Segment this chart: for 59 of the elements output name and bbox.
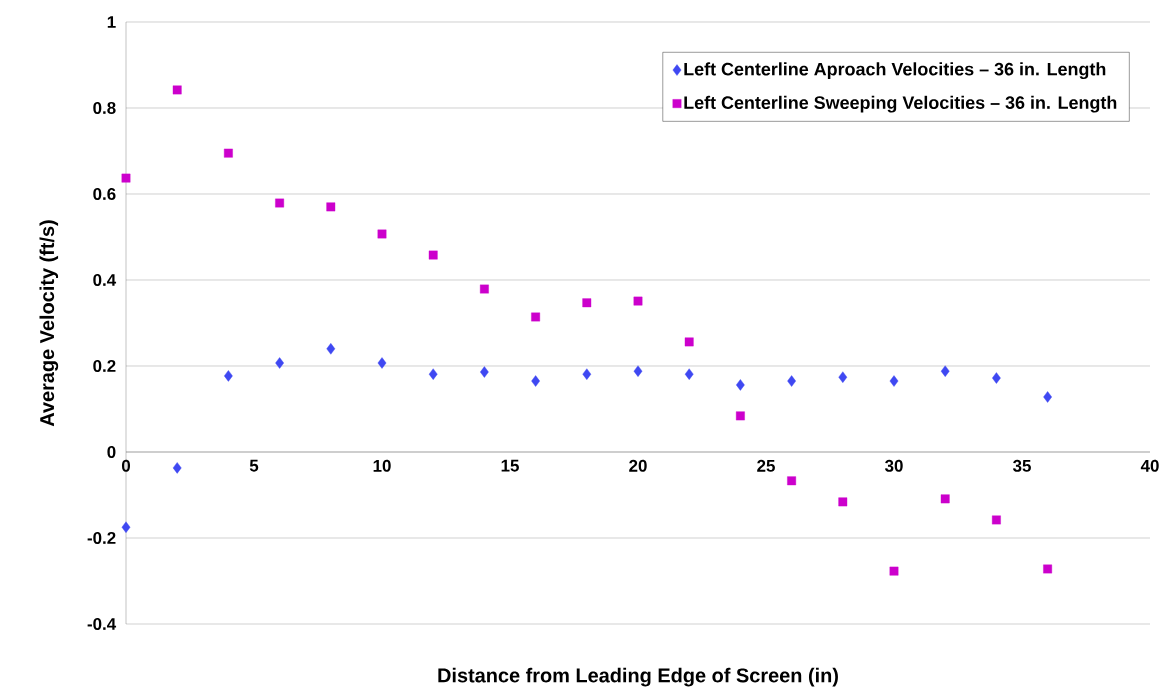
point (121, 521, 131, 533)
x-tick-label: 5 (249, 459, 259, 472)
x-tick-label: 20 (629, 459, 647, 472)
legend-label: Left Centerline Sweeping Velocities – 36 in. Length (684, 95, 1117, 113)
y-tick-label: -0.2 (87, 532, 116, 544)
point (275, 198, 284, 208)
point (480, 366, 489, 378)
point (1043, 391, 1052, 403)
point (838, 497, 848, 507)
x-tick-label: 25 (757, 459, 775, 472)
y-tick-label: 0.6 (93, 188, 116, 200)
x-tick-label: 15 (501, 459, 519, 472)
y-tick-label: 0 (107, 446, 116, 458)
point (428, 250, 438, 260)
x-tick-label: 10 (373, 459, 391, 472)
x-tick-label: 30 (884, 459, 903, 472)
x-axis-title: Distance from Leading Edge of Screen (in) (438, 667, 838, 687)
point (377, 357, 387, 369)
point (582, 298, 592, 308)
legend-label: Left Centerline Aproach Velocities – 36 in. Length (684, 62, 1106, 80)
point (633, 365, 643, 377)
point (531, 312, 540, 322)
y-axis-title: Average Velocity (ft/s) (39, 220, 59, 427)
point (684, 368, 694, 380)
point (582, 368, 592, 380)
point (480, 284, 489, 294)
point (889, 566, 899, 576)
y-tick-label: 0.2 (93, 360, 116, 372)
point (172, 85, 182, 95)
point (940, 365, 950, 377)
x-tick-label: 0 (121, 459, 131, 472)
point (684, 337, 694, 347)
point (224, 148, 233, 158)
point (889, 375, 899, 387)
point (838, 371, 848, 383)
y-tick-label: -0.4 (87, 618, 117, 630)
point (326, 202, 336, 212)
point (531, 375, 540, 387)
point (1043, 564, 1052, 574)
point (992, 372, 1001, 384)
point (736, 411, 745, 421)
point (428, 368, 438, 380)
point (377, 229, 387, 239)
point (992, 515, 1001, 525)
point (172, 462, 182, 474)
point (121, 173, 131, 183)
point (224, 370, 233, 382)
y-tick-label: 1 (107, 16, 116, 28)
x-tick-label: 40 (1140, 459, 1159, 472)
point (787, 375, 796, 387)
point (275, 357, 284, 369)
point (787, 476, 796, 486)
point (736, 379, 745, 391)
point (940, 494, 950, 504)
y-tick-label: 0.4 (93, 274, 117, 286)
x-tick-label: 35 (1012, 459, 1031, 472)
y-tick-label: 0.8 (93, 102, 116, 114)
point (326, 343, 336, 355)
point (633, 296, 643, 306)
